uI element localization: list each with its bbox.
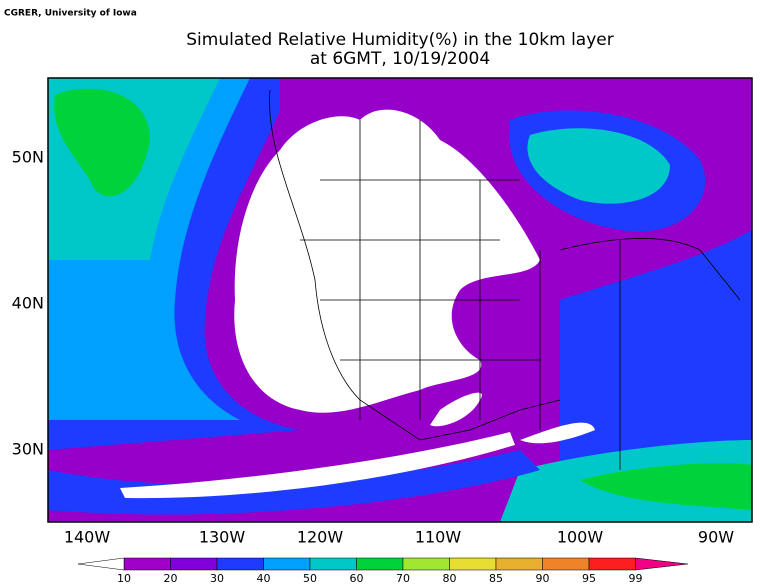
latitude-label: 50N bbox=[12, 148, 44, 167]
colorbar-label: 30 bbox=[210, 572, 224, 585]
colorbar-segment bbox=[356, 557, 404, 571]
colorbar-label: 60 bbox=[350, 572, 364, 585]
colorbar-label: 50 bbox=[303, 572, 317, 585]
colorbar-segment bbox=[309, 557, 357, 571]
colorbar-label: 70 bbox=[396, 572, 410, 585]
longitude-label: 100W bbox=[557, 528, 604, 547]
colorbar-segment bbox=[542, 557, 590, 571]
credit: CGRER, University of Iowa bbox=[4, 9, 137, 19]
colorbar-low bbox=[77, 557, 125, 571]
colorbar-segment bbox=[123, 557, 171, 571]
longitude-label: 140W bbox=[64, 528, 111, 547]
title: Simulated Relative Humidity(%) in the 10… bbox=[186, 30, 613, 50]
colorbar-segment bbox=[495, 557, 543, 571]
colorbar-label: 10 bbox=[117, 572, 131, 585]
longitude-label: 130W bbox=[199, 528, 246, 547]
colorbar-label: 99 bbox=[629, 572, 643, 585]
colorbar-label: 20 bbox=[164, 572, 178, 585]
colorbar-segment bbox=[588, 557, 636, 571]
latitude-label: 40N bbox=[12, 294, 44, 313]
longitude-label: 110W bbox=[415, 528, 462, 547]
latitude-label: 30N bbox=[12, 440, 44, 459]
map-frame bbox=[47, 77, 753, 523]
colorbar-segment bbox=[216, 557, 264, 571]
colorbar-label: 85 bbox=[489, 572, 503, 585]
colorbar-label: 40 bbox=[257, 572, 271, 585]
colorbar-high bbox=[635, 557, 689, 571]
colorbar-segment bbox=[263, 557, 311, 571]
colorbar-segment bbox=[402, 557, 450, 571]
colorbar-segment bbox=[170, 557, 218, 571]
longitude-label: 120W bbox=[297, 528, 344, 547]
colorbar-label: 80 bbox=[443, 572, 457, 585]
colorbar-label: 90 bbox=[536, 572, 550, 585]
longitude-label: 90W bbox=[698, 528, 734, 547]
map-field bbox=[48, 78, 752, 522]
subtitle: at 6GMT, 10/19/2004 bbox=[310, 49, 490, 69]
colorbar-label: 95 bbox=[582, 572, 596, 585]
colorbar-segment bbox=[449, 557, 497, 571]
